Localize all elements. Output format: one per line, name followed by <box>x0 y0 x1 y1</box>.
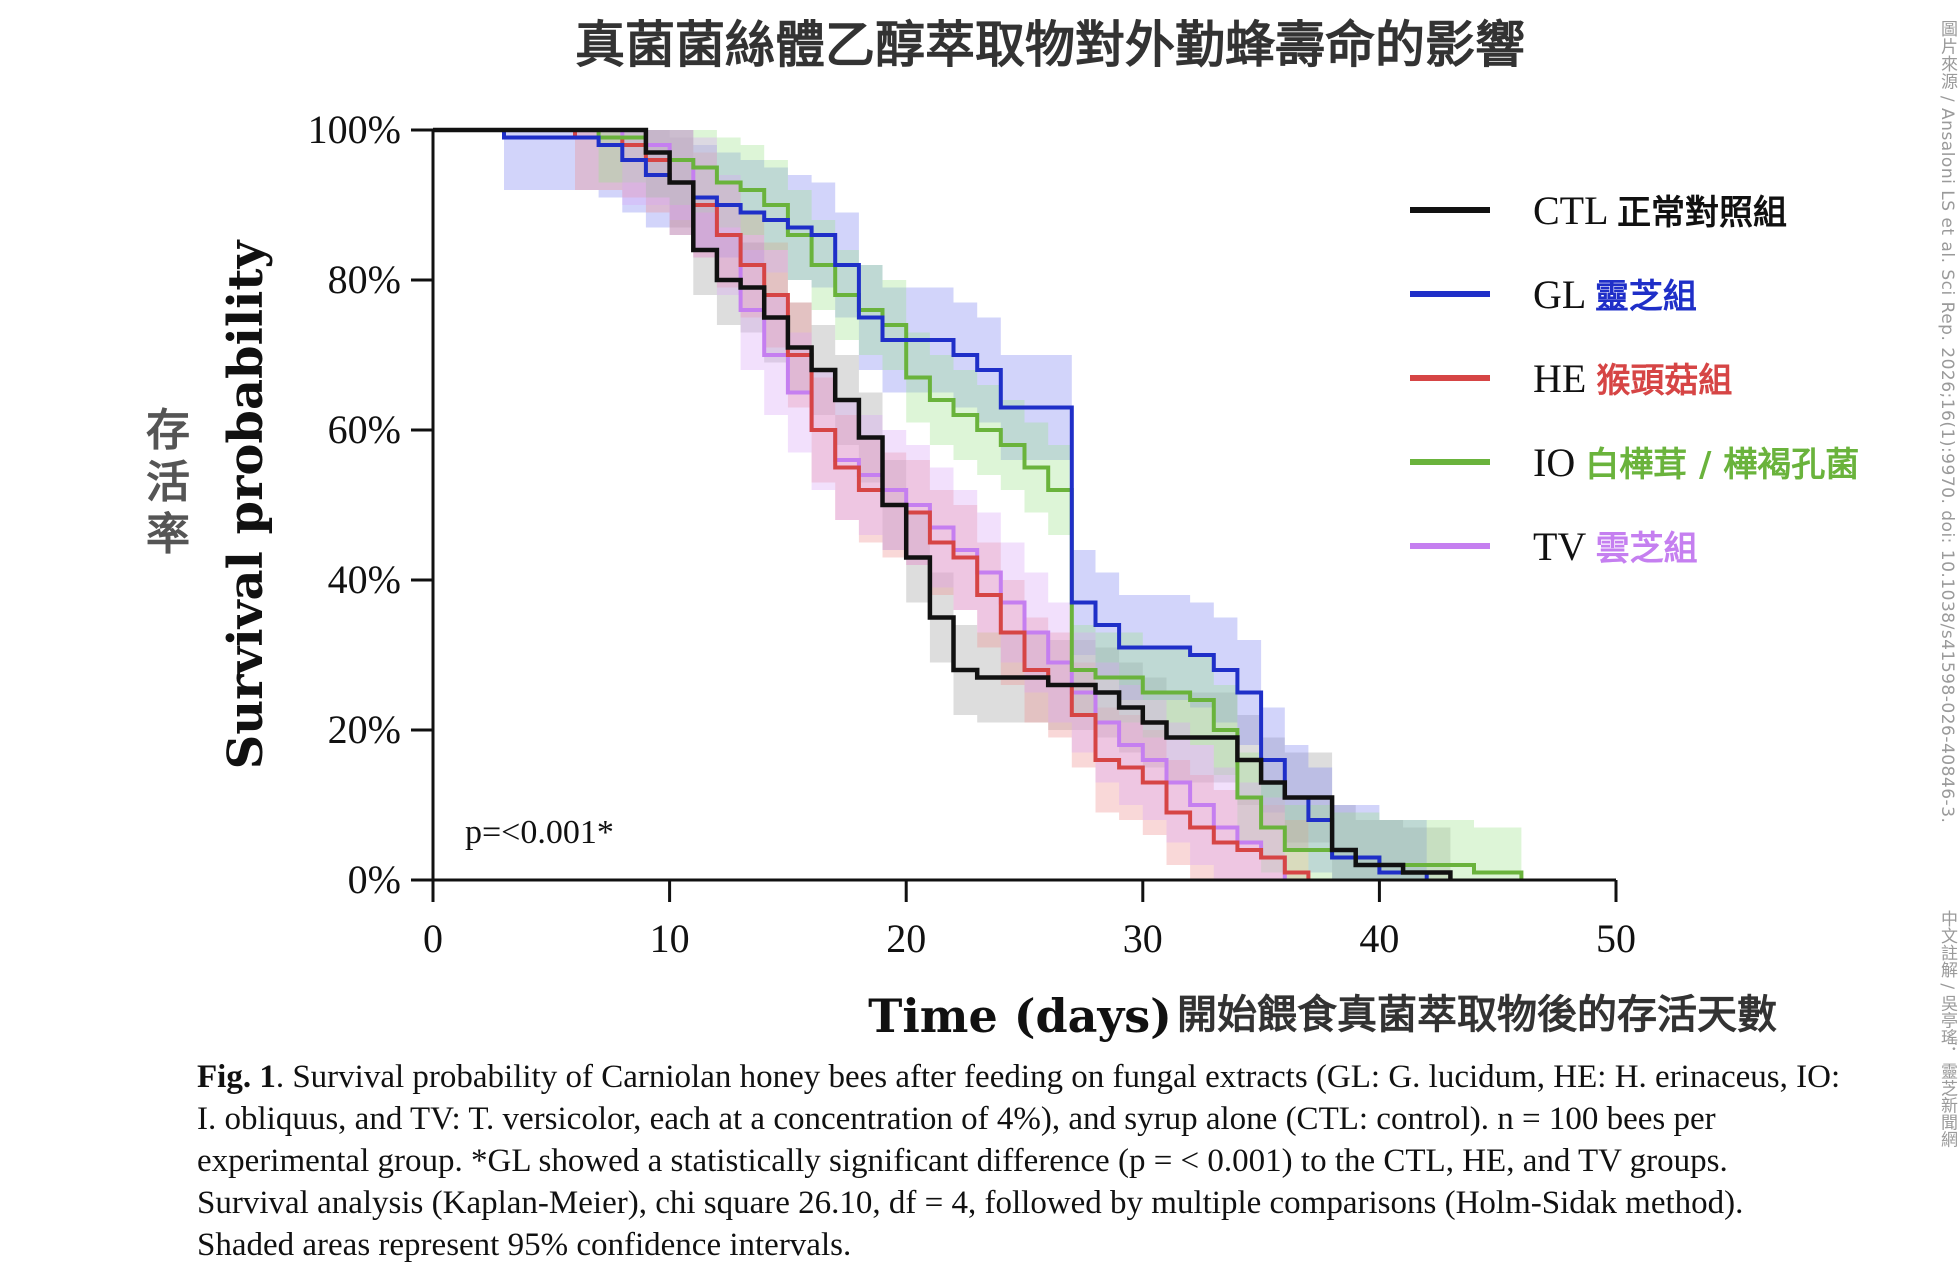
confidence-bands <box>433 130 1522 880</box>
y-tick-label: 60% <box>328 407 401 452</box>
x-axis-label-zh: 開始餵食真菌萃取物後的存活天數 <box>1177 992 1777 1038</box>
legend-label-zh-tv: 雲芝組 <box>1596 529 1698 569</box>
confidence-band-ctl <box>433 130 1451 880</box>
y-label-zh-char-2: 活 <box>146 457 190 508</box>
y-axis-label: Survival probability <box>218 239 274 770</box>
legend-label-io: IO 白樺茸 / 樺褐孔菌 <box>1533 440 1859 485</box>
x-tick-label: 0 <box>423 916 443 961</box>
legend-label-ctl: CTL 正常對照組 <box>1533 188 1787 233</box>
legend-label-zh-io: 白樺茸 / 樺褐孔菌 <box>1585 445 1859 485</box>
source-credit: 圖片來源 / Ansaloni LS et al. Sci Rep. 2026;… <box>1937 20 1957 824</box>
legend-label-gl: GL 靈芝組 <box>1533 272 1697 317</box>
annotation-credit: 中文註解 / 吳亭瑤．靈芝新聞網 <box>1937 910 1957 1148</box>
y-tick-label: 0% <box>348 857 401 902</box>
y-label-zh-char-1: 存 <box>146 405 190 456</box>
y-label-zh-char-3: 率 <box>146 509 190 560</box>
x-tick-label: 30 <box>1123 916 1163 961</box>
legend-label-zh-gl: 靈芝組 <box>1595 277 1697 317</box>
x-axis-label: Time (days) <box>868 989 1172 1043</box>
p-value-annotation: p=<0.001* <box>465 814 614 851</box>
survival-curves <box>433 127 1524 880</box>
x-tick-label: 50 <box>1596 916 1636 961</box>
y-tick-label: 20% <box>328 707 401 752</box>
y-axis-label-zh: 存活率 <box>146 405 190 560</box>
caption-text: . Survival probability of Carniolan hone… <box>197 1059 1841 1263</box>
survival-line-ctl <box>433 127 1453 880</box>
legend-label-zh-ctl: 正常對照組 <box>1617 193 1787 233</box>
figure-caption: Fig. 1. Survival probability of Carniola… <box>197 1056 1847 1266</box>
x-tick-label: 40 <box>1359 916 1399 961</box>
chart-title: 真菌菌絲體乙醇萃取物對外勤蜂壽命的影響 <box>575 16 1525 74</box>
survival-line-io <box>433 128 1524 880</box>
legend-label-he: HE 猴頭菇組 <box>1533 356 1732 401</box>
legend-label-tv: TV 雲芝組 <box>1533 524 1698 569</box>
survival-line-he <box>433 128 1311 880</box>
legend: CTL 正常對照組 GL 靈芝組 HE 猴頭菇組 IO 白樺茸 / 樺褐孔菌 TV 雲芝… <box>1410 188 1859 569</box>
y-tick-label: 100% <box>308 107 401 152</box>
x-axis-ticks: 0 10 20 30 40 50 <box>423 880 1636 961</box>
legend-label-zh-he: 猴頭菇組 <box>1596 361 1732 401</box>
y-tick-label: 40% <box>328 557 401 602</box>
x-tick-label: 10 <box>650 916 690 961</box>
caption-fig-label: Fig. 1 <box>197 1059 276 1095</box>
y-tick-label: 80% <box>328 257 401 302</box>
y-axis-ticks: 0% 20% 40% 60% 80% 100% <box>308 107 433 902</box>
x-tick-label: 20 <box>886 916 926 961</box>
